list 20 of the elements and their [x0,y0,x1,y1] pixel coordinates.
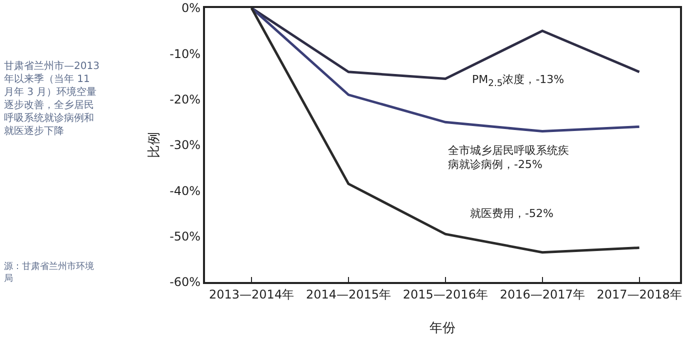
y-tick-label: -30% [170,138,201,152]
annotation: 全市城乡居民呼吸系统疾病就诊病例，-25% [448,144,570,173]
annotation: 就医费用，-52% [470,207,554,222]
text: 甘肃省兰州市—2013 年以来季（当年 11 月年 3 月）环境空量逐步改善，全乡居民呼吸系统就诊病例和就医逐步下降 [4,60,100,138]
line-series [250,8,641,133]
y-axis-title: 比例 [147,132,162,158]
y-tick-label: -40% [170,184,201,198]
annotation: PM$_{2.5}$浓度，-13% [472,73,566,90]
y-tick-label: 0% [182,1,201,16]
y-tick-label: -60% [170,275,201,290]
x-tick-label: 2017—2018年 [596,287,682,302]
x-tick-label: 2016—2017年 [500,287,585,302]
x-tick-label: 2015—2016年 [402,287,488,302]
x-tick-label: 2014—2015年 [306,287,392,302]
text: 源：甘肃省兰州市环境局 [4,262,95,286]
y-tick-label: -10% [170,46,201,61]
y-tick-label: -50% [170,230,201,244]
x-axis-title: 年份 [430,321,456,336]
x-tick-label: 2013—2014年 [208,287,294,302]
y-tick-label: -20% [170,92,201,107]
